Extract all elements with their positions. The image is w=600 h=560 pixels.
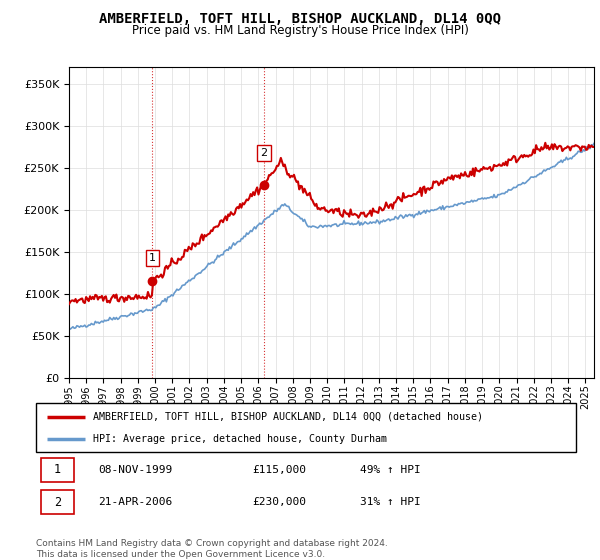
Text: Contains HM Land Registry data © Crown copyright and database right 2024.
This d: Contains HM Land Registry data © Crown c… (36, 539, 388, 559)
Text: 08-NOV-1999: 08-NOV-1999 (98, 465, 172, 475)
FancyBboxPatch shape (41, 491, 74, 514)
FancyBboxPatch shape (41, 458, 74, 482)
Text: AMBERFIELD, TOFT HILL, BISHOP AUCKLAND, DL14 0QQ: AMBERFIELD, TOFT HILL, BISHOP AUCKLAND, … (99, 12, 501, 26)
Text: 31% ↑ HPI: 31% ↑ HPI (360, 497, 421, 507)
Text: Price paid vs. HM Land Registry's House Price Index (HPI): Price paid vs. HM Land Registry's House … (131, 24, 469, 37)
Text: 1: 1 (149, 253, 156, 263)
FancyBboxPatch shape (36, 403, 576, 452)
Text: £230,000: £230,000 (252, 497, 306, 507)
Text: 2: 2 (260, 148, 267, 158)
Text: AMBERFIELD, TOFT HILL, BISHOP AUCKLAND, DL14 0QQ (detached house): AMBERFIELD, TOFT HILL, BISHOP AUCKLAND, … (92, 412, 482, 422)
Text: 21-APR-2006: 21-APR-2006 (98, 497, 172, 507)
Text: 1: 1 (54, 463, 61, 476)
Text: £115,000: £115,000 (252, 465, 306, 475)
Text: HPI: Average price, detached house, County Durham: HPI: Average price, detached house, Coun… (92, 434, 387, 444)
Text: 2: 2 (54, 496, 61, 509)
Text: 49% ↑ HPI: 49% ↑ HPI (360, 465, 421, 475)
